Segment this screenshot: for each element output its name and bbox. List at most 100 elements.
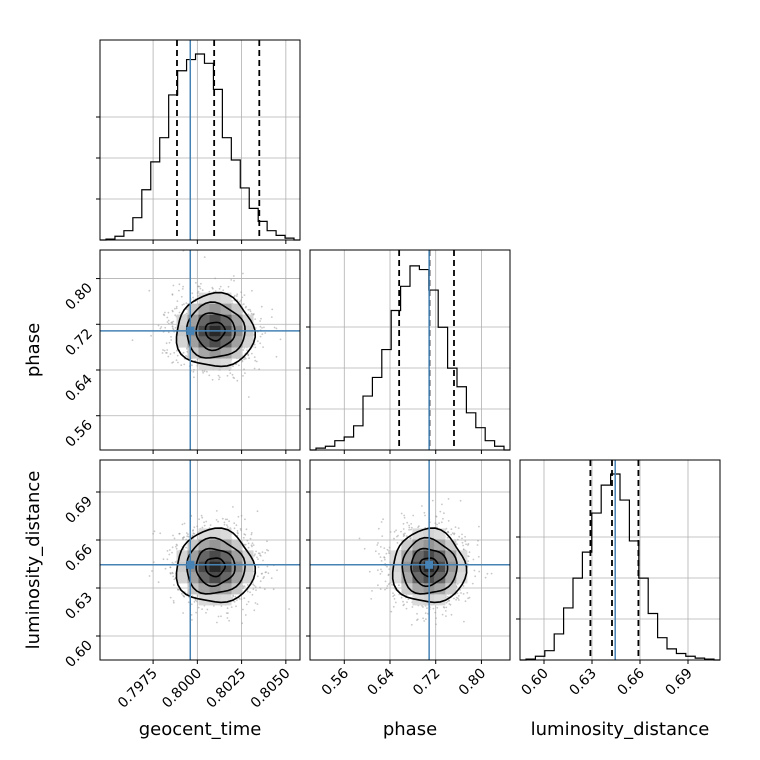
density-cell xyxy=(220,528,232,540)
sample-point xyxy=(441,613,444,616)
sample-point xyxy=(378,553,380,555)
sample-point xyxy=(191,292,194,295)
sample-point xyxy=(175,543,178,546)
panel-frame xyxy=(519,459,721,661)
sample-point xyxy=(201,370,204,372)
sample-point xyxy=(208,374,211,377)
sample-point xyxy=(229,372,232,374)
sample-point xyxy=(242,303,245,305)
sample-point xyxy=(175,359,178,361)
sample-point xyxy=(435,617,437,620)
sample-point xyxy=(386,585,389,587)
sample-point xyxy=(431,499,434,502)
sample-point xyxy=(435,515,438,518)
sample-point xyxy=(400,512,403,515)
sample-point xyxy=(288,608,290,610)
sample-point xyxy=(254,553,256,556)
sample-point xyxy=(403,603,405,606)
sample-point xyxy=(197,290,200,293)
sample-point xyxy=(172,320,175,323)
sample-point xyxy=(396,542,399,544)
sample-point xyxy=(178,311,181,314)
sample-point xyxy=(379,556,382,558)
sample-point xyxy=(166,550,169,552)
x-tick-label-geocent-time: 0.8000 xyxy=(159,666,205,712)
sample-point xyxy=(445,601,448,604)
sample-point xyxy=(421,505,423,507)
sample-point xyxy=(235,295,238,297)
sample-point xyxy=(410,623,413,626)
x-tick-label-geocent-time: 0.7975 xyxy=(115,666,161,712)
sample-point xyxy=(462,548,465,551)
density-cell xyxy=(231,561,243,573)
sample-point xyxy=(447,520,450,522)
sample-point xyxy=(395,529,397,532)
sample-point xyxy=(438,522,440,524)
sample-point xyxy=(205,520,208,523)
axis-labels: geocent_time phase luminosity_distance p… xyxy=(23,323,709,740)
density-cell xyxy=(412,572,424,584)
sample-point xyxy=(168,553,171,556)
sample-point xyxy=(173,578,176,581)
density-cell xyxy=(434,594,446,606)
sample-point xyxy=(270,316,273,318)
sample-point xyxy=(384,580,387,583)
sample-point xyxy=(157,324,160,327)
sample-point xyxy=(409,537,412,540)
sample-point xyxy=(166,349,169,351)
sample-point xyxy=(176,354,179,357)
sample-point xyxy=(231,300,233,302)
sample-point xyxy=(227,612,229,614)
sample-point xyxy=(171,546,174,549)
density-cell xyxy=(198,336,210,348)
sample-point xyxy=(393,530,396,533)
sample-point xyxy=(255,550,257,553)
sample-point xyxy=(243,294,246,296)
density-cell xyxy=(220,561,232,573)
density-cell xyxy=(434,550,446,562)
sample-point xyxy=(461,537,463,540)
sample-point xyxy=(252,544,255,546)
sample-point xyxy=(193,526,196,529)
sample-point xyxy=(458,535,461,538)
sample-point xyxy=(446,536,449,539)
sample-point xyxy=(393,598,396,600)
density-cell xyxy=(176,336,188,348)
density-cell xyxy=(220,583,232,595)
sample-point xyxy=(183,303,185,305)
sample-point xyxy=(164,567,167,570)
sample-point xyxy=(383,556,386,559)
sample-point xyxy=(192,370,195,373)
sample-point xyxy=(241,296,244,299)
sample-point xyxy=(490,572,493,575)
sample-point xyxy=(394,601,397,604)
density-cell xyxy=(187,539,199,551)
truth-marker xyxy=(186,560,195,569)
sample-point xyxy=(432,607,435,610)
density-cell xyxy=(231,303,243,315)
sample-point xyxy=(236,530,239,532)
y-tick-label-luminosity-distance: 0.66 xyxy=(62,541,95,574)
sample-point xyxy=(181,523,184,526)
sample-point xyxy=(467,597,469,600)
sample-point xyxy=(371,590,373,592)
density-cell xyxy=(198,550,210,562)
sample-point xyxy=(467,544,469,546)
sample-point xyxy=(185,308,188,311)
sample-point xyxy=(259,320,261,322)
sample-point xyxy=(262,577,265,580)
sample-point xyxy=(423,620,426,622)
sample-point xyxy=(380,560,383,562)
sample-point xyxy=(208,290,211,293)
sample-point xyxy=(172,534,174,537)
sample-point xyxy=(254,602,257,604)
sample-point xyxy=(250,532,253,534)
sample-point xyxy=(232,365,234,368)
sample-point xyxy=(203,256,206,258)
sample-point xyxy=(193,368,195,371)
sample-point xyxy=(377,569,379,571)
sample-point xyxy=(240,291,243,294)
sample-point xyxy=(271,308,274,311)
sample-point xyxy=(424,612,427,615)
